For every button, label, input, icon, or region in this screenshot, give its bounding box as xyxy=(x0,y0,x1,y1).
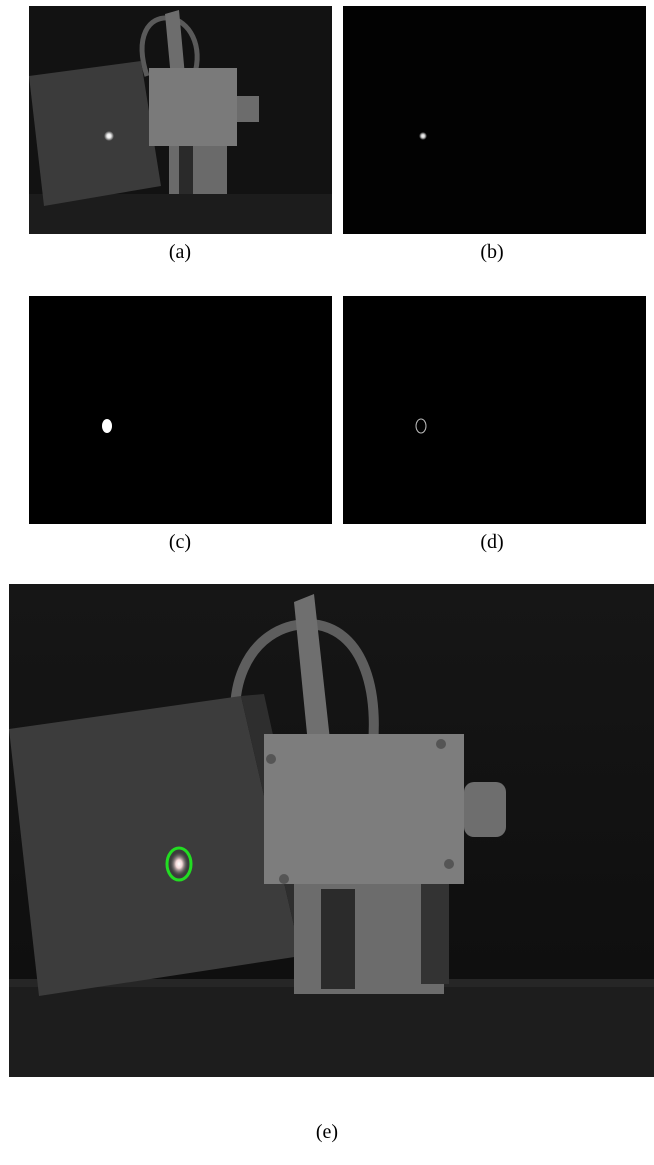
caption-b: (b) xyxy=(480,241,504,263)
caption-d: (d) xyxy=(480,531,504,553)
panel-e-image xyxy=(9,584,654,1077)
panel-b-image xyxy=(343,6,646,234)
caption-c: (c) xyxy=(168,531,192,553)
panel-d-image xyxy=(343,296,646,524)
spot-only-dark xyxy=(343,6,646,234)
device-scene-small xyxy=(29,6,332,234)
panel-a-image xyxy=(29,6,332,234)
binary-mask xyxy=(29,296,332,524)
highlight-ellipse xyxy=(165,846,193,882)
edge-contour xyxy=(343,296,646,524)
caption-a: (a) xyxy=(168,241,192,263)
device-scene-large xyxy=(9,584,654,1077)
panel-c-image xyxy=(29,296,332,524)
caption-e: (e) xyxy=(315,1121,339,1143)
